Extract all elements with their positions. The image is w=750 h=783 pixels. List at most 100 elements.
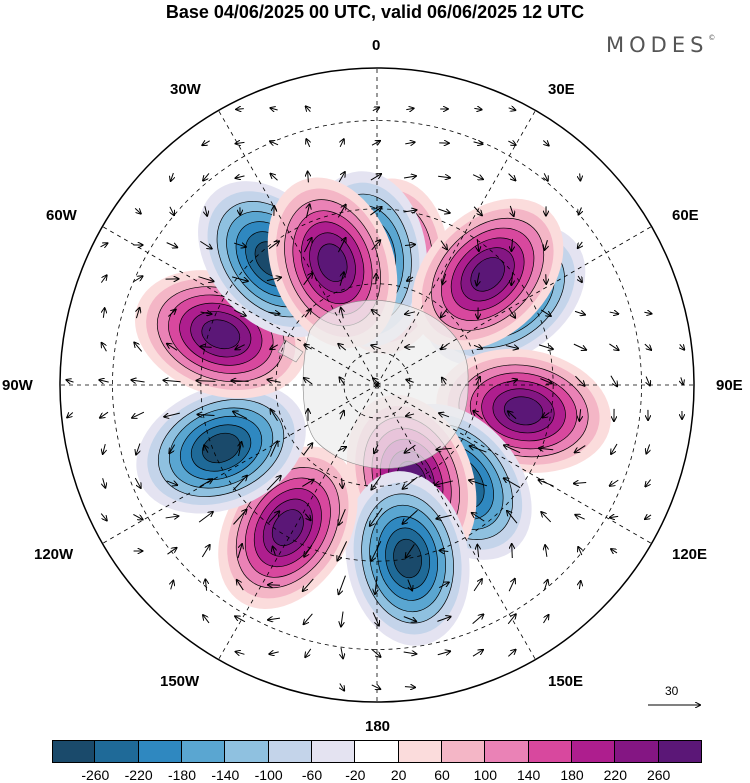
wind-arrow [205, 579, 206, 591]
wind-arrow [198, 512, 213, 523]
wind-arrow [308, 172, 309, 183]
meridian-line [376, 384, 694, 575]
wind-arrow [405, 142, 414, 144]
wind-arrow [236, 176, 245, 178]
wind-arrow [578, 241, 583, 248]
wind-arrow [644, 312, 651, 313]
wind-arrow [270, 441, 278, 457]
wind-arrow [436, 515, 452, 519]
colorbar-tick-label: 140 [516, 767, 541, 783]
colorbar-tick-label: 100 [473, 767, 497, 783]
wind-arrow [268, 618, 281, 620]
wind-arrow [341, 611, 343, 627]
wind-arrow [437, 651, 450, 655]
wind-arrow [436, 448, 452, 449]
wind-arrow [103, 308, 104, 318]
wind-reference-label: 30 [665, 684, 679, 698]
wind-arrow [611, 443, 618, 454]
wind-arrow [435, 480, 454, 485]
wind-arrow [304, 545, 313, 556]
wind-arrow [304, 378, 313, 385]
wind-arrow [134, 477, 140, 488]
logo-text: MODES [606, 33, 709, 57]
wind-arrow [681, 377, 683, 384]
wind-arrow [236, 109, 244, 110]
wind-arrow [342, 478, 343, 488]
wind-arrow [305, 648, 312, 657]
wind-arrow [371, 476, 382, 489]
lon-label-60e: 60E [672, 207, 699, 224]
wind-arrow [202, 141, 210, 145]
wind-arrow [505, 346, 518, 349]
wind-arrow [372, 612, 379, 625]
wind-arrow [304, 513, 310, 520]
colorbar-segment [312, 740, 356, 763]
wind-arrow [542, 140, 548, 145]
wind-arrow [470, 446, 487, 453]
wind-arrow [166, 242, 178, 248]
anomaly-contour [201, 319, 241, 350]
wind-arrow [404, 245, 415, 246]
wind-arrow [170, 206, 174, 215]
lon-label-120w: 120W [34, 546, 74, 563]
wind-arrow [134, 343, 143, 352]
wind-arrow [233, 411, 248, 419]
wind-arrow [406, 108, 413, 109]
wind-arrow [337, 238, 345, 253]
wind-arrow [100, 411, 109, 418]
wind-arrow [237, 544, 242, 559]
wind-arrow [680, 343, 684, 349]
antarctica-landmass [277, 300, 469, 469]
wind-arrow [136, 443, 140, 455]
wind-arrow [266, 277, 281, 280]
wind-arrow [439, 413, 450, 417]
wind-arrow [578, 275, 582, 282]
wind-arrow [268, 312, 279, 314]
wind-arrow [543, 413, 550, 418]
wind-arrow [337, 447, 346, 451]
colorbar-tick-label: 60 [434, 767, 450, 783]
wind-arrow [442, 273, 445, 285]
wind-arrow [303, 238, 311, 253]
wind-arrow [575, 515, 585, 520]
wind-arrow [306, 204, 309, 218]
wind-arrow [196, 381, 216, 382]
wind-arrow [304, 345, 312, 349]
wind-arrow [508, 173, 516, 181]
colorbar-segment [355, 740, 399, 763]
wind-arrow [545, 240, 548, 250]
wind-arrow [303, 443, 313, 456]
lon-label-30e: 30E [548, 81, 575, 98]
wind-arrow [545, 545, 547, 557]
wind-arrow [304, 309, 311, 318]
wind-arrow [508, 141, 515, 145]
wind-arrow [472, 614, 484, 624]
wind-arrow [167, 548, 176, 555]
colorbar-frame [52, 740, 702, 763]
wind-arrow [370, 207, 381, 216]
wind-arrow [133, 276, 142, 283]
wind-arrow [406, 414, 415, 416]
lon-label-60w: 60W [46, 207, 77, 224]
wind-arrow [337, 541, 348, 560]
wind-arrow [234, 309, 246, 316]
wind-arrow [544, 173, 548, 180]
wind-arrow [472, 650, 483, 657]
wind-arrow [580, 173, 581, 180]
wind-arrow [540, 309, 551, 316]
wind-arrow [403, 210, 417, 212]
lon-label-90e: 90E [716, 377, 743, 394]
wind-arrow [406, 544, 415, 557]
wind-arrow [270, 108, 278, 110]
wind-arrow [337, 205, 345, 218]
wind-arrow [441, 345, 448, 349]
wind-arrow [374, 444, 378, 454]
wind-arrow [477, 272, 480, 286]
wind-arrow [231, 276, 248, 281]
meridian-line [187, 384, 378, 702]
wind-arrow [273, 547, 276, 556]
wind-arrow [340, 683, 344, 690]
colorbar-segment [268, 740, 312, 763]
wind-arrow [371, 540, 382, 561]
